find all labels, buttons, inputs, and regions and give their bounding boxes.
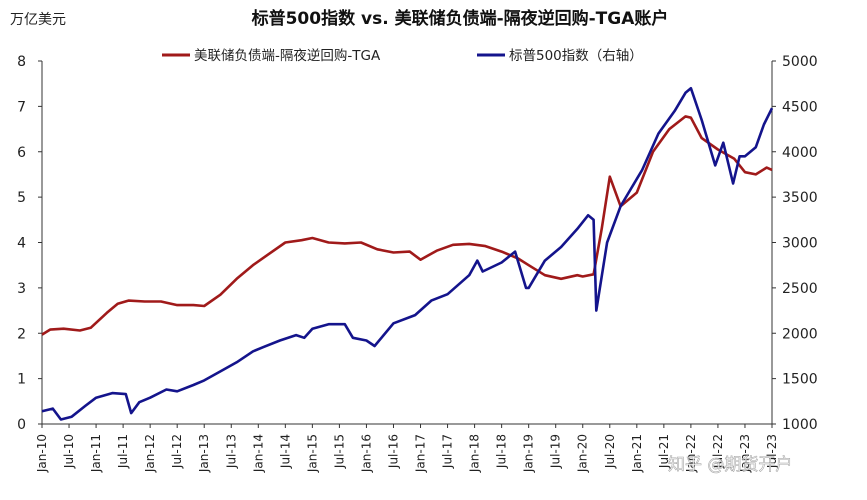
x-tick-label: Jan-20: [576, 434, 590, 473]
y-right-tick-label: 1500: [782, 372, 818, 388]
x-tick-label: Jul-19: [549, 434, 563, 469]
left-axis-unit: 万亿美元: [10, 12, 66, 28]
y-right-tick-label: 3500: [782, 190, 818, 206]
chart-title: 标普500指数 vs. 美联储负债端-隔夜逆回购-TGA账户: [252, 8, 669, 29]
x-tick-label: Jan-22: [684, 434, 698, 473]
y-right-tick-label: 4000: [782, 145, 818, 161]
x-tick-label: Jan-11: [89, 434, 103, 473]
x-tick-label: Jul-15: [332, 434, 346, 469]
x-tick-label: Jan-18: [468, 434, 482, 473]
axes: 0 1 2 3 4 5 6 7 8 1000 1500 2000 2500 3000 3500 4000 450…: [17, 54, 818, 473]
series-line-sp500: [41, 86, 774, 421]
series-line-liabilities: [41, 115, 773, 336]
series-lines: [41, 86, 774, 421]
y-left-tick-label: 5: [17, 190, 26, 206]
x-tick-label: Jul-16: [386, 434, 400, 469]
x-tick-label: Jul-18: [495, 434, 509, 469]
x-tick-label: Jul-21: [657, 434, 671, 469]
x-tick-label: Jan-17: [414, 434, 428, 473]
x-tick-label: Jan-15: [305, 434, 319, 473]
x-tick-label: Jan-12: [143, 434, 157, 473]
legend-label-liabilities: 美联储负债端-隔夜逆回购-TGA: [194, 48, 381, 64]
x-tick-label: Jul-12: [170, 434, 184, 469]
x-tick-label: Jan-19: [522, 434, 536, 473]
x-tick-label: Jul-17: [441, 434, 455, 469]
y-left-tick-label: 2: [17, 326, 26, 342]
legend: 美联储负债端-隔夜逆回购-TGA 标普500指数（右轴）: [162, 48, 643, 64]
y-right-tick-label: 4500: [782, 99, 818, 115]
x-tick-label: Jan-16: [359, 434, 373, 473]
y-right-tick-label: 2000: [782, 326, 818, 342]
y-left-tick-label: 6: [17, 145, 26, 161]
x-tick-label: Jan-23: [738, 434, 752, 473]
y-left-tick-label: 4: [17, 236, 26, 252]
x-tick-label: Jul-22: [711, 434, 725, 469]
x-tick-label: Jul-23: [765, 434, 779, 469]
x-tick-label: Jul-13: [224, 434, 238, 469]
x-tick-label: Jul-11: [116, 434, 130, 469]
y-left-tick-label: 3: [17, 281, 26, 297]
y-right-tick-label: 3000: [782, 236, 818, 252]
x-tick-label: Jan-10: [35, 434, 49, 473]
y-left-tick-label: 1: [17, 372, 26, 388]
watermark: 知乎 @期货开户: [668, 455, 792, 475]
x-tick-label: Jan-13: [197, 434, 211, 473]
y-left-tick-label: 8: [17, 54, 26, 70]
y-left-tick-label: 7: [17, 99, 26, 115]
x-tick-label: Jan-21: [630, 434, 644, 473]
y-right-tick-label: 1000: [782, 417, 818, 433]
y-right-tick-label: 5000: [782, 54, 818, 70]
legend-label-sp500: 标普500指数（右轴）: [509, 48, 643, 64]
y-left-tick-label: 0: [17, 417, 26, 433]
x-tick-label: Jul-14: [278, 434, 292, 469]
x-tick-label: Jul-10: [62, 434, 76, 469]
x-tick-label: Jul-20: [603, 434, 617, 469]
x-tick-label: Jan-14: [251, 434, 265, 473]
y-right-tick-label: 2500: [782, 281, 818, 297]
